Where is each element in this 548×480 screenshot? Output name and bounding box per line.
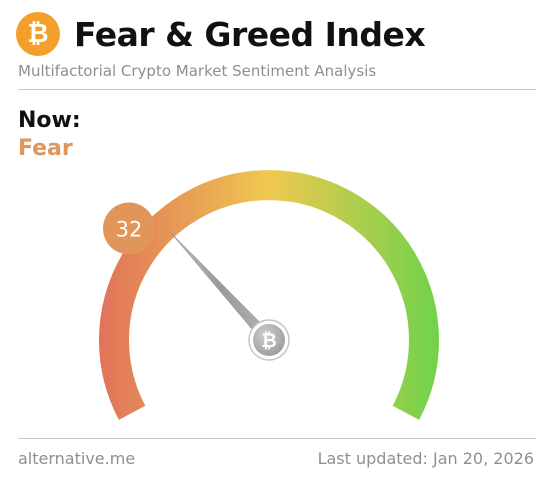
sentiment-classification: Fear	[18, 136, 73, 161]
gauge-arc	[99, 170, 439, 420]
bitcoin-glyph: ₿	[27, 19, 49, 49]
header-divider	[18, 89, 536, 90]
footer-divider	[18, 438, 536, 439]
last-updated: Last updated: Jan 20, 2026	[317, 449, 534, 468]
value-badge: 32	[103, 202, 155, 255]
page-title: Fear & Greed Index	[74, 14, 426, 54]
page-subtitle: Multifactorial Crypto Market Sentiment A…	[18, 62, 377, 80]
source-link[interactable]: alternative.me	[18, 449, 136, 468]
gauge-hub: ₿	[248, 319, 290, 361]
header: ₿ Fear & Greed Index	[16, 12, 426, 56]
bitcoin-icon: ₿	[16, 12, 60, 56]
now-label: Now:	[18, 108, 81, 133]
bitcoin-icon: ₿	[261, 330, 276, 352]
index-value: 32	[116, 218, 143, 242]
